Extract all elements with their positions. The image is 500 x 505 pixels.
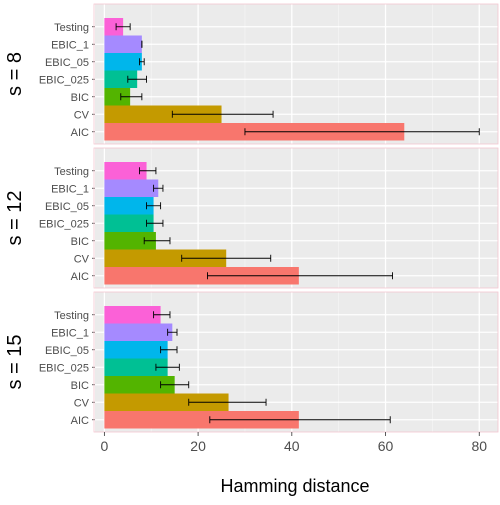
error-bar xyxy=(143,237,171,245)
error-bar xyxy=(120,93,143,101)
error-bar xyxy=(139,167,157,175)
bar xyxy=(104,88,131,106)
error-bar xyxy=(181,254,272,262)
error-bar xyxy=(153,311,171,319)
y-tick-label: EBIC_025 xyxy=(39,74,89,86)
error-bar xyxy=(155,363,180,371)
bar xyxy=(104,267,299,285)
facet-panel: AIC CV BIC EBIC_025 EBIC_05 EBIC_1 Testing s = … xyxy=(4,3,499,145)
bar xyxy=(104,306,161,324)
error-bar xyxy=(127,75,147,83)
panels: AIC CV BIC EBIC_025 EBIC_05 EBIC_1 Testing s = … xyxy=(4,3,499,433)
bar xyxy=(104,35,142,53)
facet-panel: AIC CV BIC EBIC_025 EBIC_05 EBIC_1 Testing s = … xyxy=(4,291,499,433)
y-tick-label: EBIC_025 xyxy=(39,218,89,230)
bar xyxy=(104,341,168,359)
x-tick-label: 80 xyxy=(471,438,487,454)
bar xyxy=(104,393,229,411)
error-bar xyxy=(146,202,162,210)
bar xyxy=(104,18,124,36)
y-tick-label: EBIC_05 xyxy=(45,201,89,213)
error-bar xyxy=(160,381,190,389)
bar xyxy=(104,249,227,267)
y-tick-label: EBIC_1 xyxy=(51,39,89,51)
y-tick-label: CV xyxy=(74,397,90,409)
y-tick-label: EBIC_1 xyxy=(51,183,89,195)
bar xyxy=(104,70,138,88)
facet-panel: AIC CV BIC EBIC_025 EBIC_05 EBIC_1 Testing s = … xyxy=(4,147,499,289)
bar xyxy=(104,376,175,394)
y-tick-label: AIC xyxy=(71,271,89,283)
x-tick-label: 20 xyxy=(190,438,206,454)
error-bar xyxy=(160,346,178,354)
error-bar xyxy=(207,272,394,280)
error-bar xyxy=(139,58,145,66)
error-bar xyxy=(188,398,267,406)
facet-label: s = 15 xyxy=(4,334,26,389)
y-tick-label: BIC xyxy=(71,236,89,248)
y-tick-label: EBIC_025 xyxy=(39,362,89,374)
y-tick-label: AIC xyxy=(71,127,89,139)
bar xyxy=(104,53,142,71)
y-tick-label: CV xyxy=(74,253,90,265)
error-bar xyxy=(146,219,164,227)
bar xyxy=(104,232,156,250)
bar xyxy=(104,179,159,197)
y-tick-label: CV xyxy=(74,109,90,121)
error-bar xyxy=(209,416,391,424)
bar xyxy=(104,214,154,232)
facet-label: s = 8 xyxy=(4,52,26,96)
y-tick-label: Testing xyxy=(54,310,89,322)
y-tick-label: EBIC_05 xyxy=(45,57,89,69)
y-tick-label: EBIC_05 xyxy=(45,345,89,357)
y-tick-label: Testing xyxy=(54,166,89,178)
panel-border xyxy=(93,3,499,145)
error-bar xyxy=(244,128,480,136)
error-bar xyxy=(115,23,131,31)
x-tick-label: 60 xyxy=(378,438,394,454)
panel-border xyxy=(93,147,499,289)
y-tick-label: AIC xyxy=(71,415,89,427)
bar xyxy=(104,105,222,123)
error-bar xyxy=(153,184,164,192)
error-bar xyxy=(167,328,178,336)
x-axis-title: Hamming distance xyxy=(220,476,369,496)
bar xyxy=(104,358,168,376)
error-bar xyxy=(171,110,274,118)
panel-border xyxy=(93,291,499,433)
x-axis: 0 20 40 60 80 xyxy=(100,432,487,454)
bar xyxy=(104,411,299,429)
y-tick-label: Testing xyxy=(54,22,89,34)
bar xyxy=(104,197,154,215)
y-tick-label: EBIC_1 xyxy=(51,327,89,339)
y-tick-label: BIC xyxy=(71,92,89,104)
x-tick-label: 0 xyxy=(100,438,108,454)
bar xyxy=(104,162,147,180)
facet-label: s = 12 xyxy=(4,190,26,245)
y-tick-label: BIC xyxy=(71,380,89,392)
x-tick-label: 40 xyxy=(284,438,300,454)
bar xyxy=(104,323,173,341)
